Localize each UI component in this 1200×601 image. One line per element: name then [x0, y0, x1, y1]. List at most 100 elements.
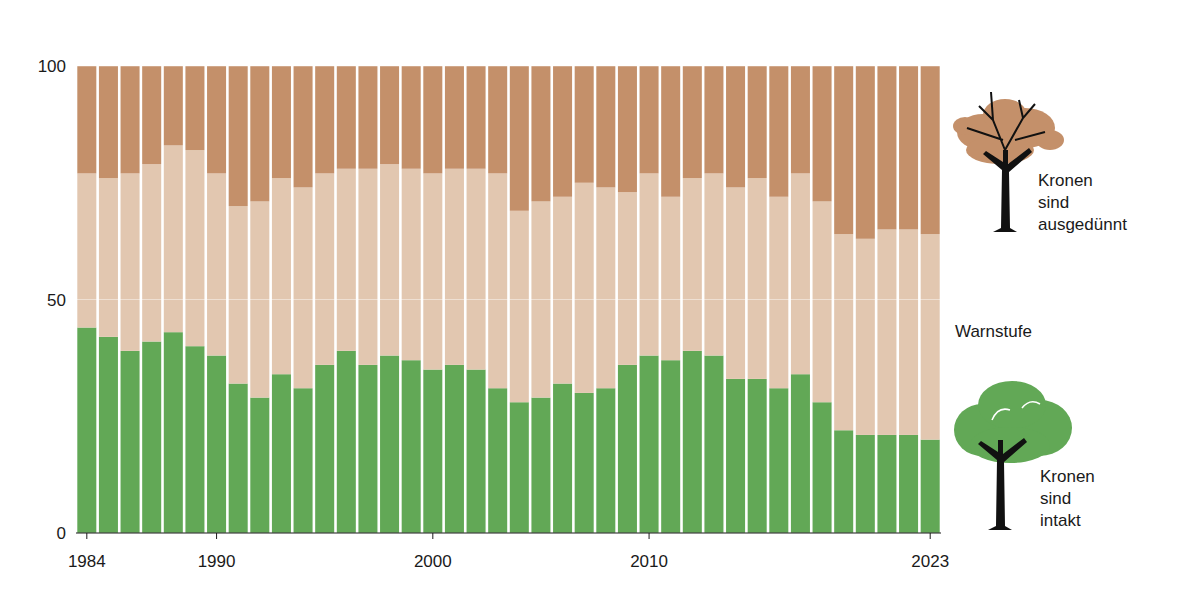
bar-segment	[553, 197, 572, 384]
bar-segment	[294, 388, 313, 533]
bar-segment	[423, 66, 442, 173]
bar-segment	[596, 66, 615, 187]
bar-segment	[207, 66, 226, 173]
bar-segment	[748, 379, 767, 533]
legend-label: Kronensindausgedünnt	[1038, 171, 1127, 234]
grid-line	[76, 533, 941, 534]
bar-segment	[164, 66, 183, 145]
bar-segment	[899, 229, 918, 434]
x-axis: 19841990200020102023	[68, 533, 949, 571]
bar-segment	[121, 66, 140, 173]
bar-segment	[661, 197, 680, 360]
bar-segment	[683, 178, 702, 351]
bar-segment	[445, 169, 464, 365]
bar-segment	[185, 150, 204, 346]
bar-segment	[813, 201, 832, 402]
bar-segment	[488, 66, 507, 173]
bar-segment	[142, 66, 161, 164]
bar-segment	[553, 66, 572, 197]
tree-trunk	[978, 438, 1027, 530]
tree-crown	[966, 136, 1034, 164]
bar-segment	[899, 435, 918, 533]
tree-branches	[967, 92, 1045, 150]
bar-segment	[380, 66, 399, 164]
bar-segment	[402, 66, 421, 169]
tree-trunk	[983, 148, 1032, 232]
bar-segment	[791, 173, 810, 374]
bar-segment	[250, 66, 269, 201]
bar-segment	[769, 66, 788, 197]
bar-segment	[834, 66, 853, 234]
bar-segment	[77, 328, 96, 533]
bar-segment	[596, 187, 615, 388]
bar-segment	[575, 183, 594, 393]
bar-segment	[99, 66, 118, 178]
bar-segment	[467, 169, 486, 370]
bar-segment	[791, 374, 810, 533]
bar-segment	[726, 187, 745, 378]
bar-segment	[315, 365, 334, 533]
bar-segment	[121, 351, 140, 533]
bar-segment	[272, 178, 291, 374]
x-axis-line	[76, 532, 941, 533]
bar-segment	[488, 388, 507, 533]
bar-segment	[510, 402, 529, 533]
bar-segment	[380, 356, 399, 533]
bar-segment	[877, 229, 896, 434]
x-tick	[86, 533, 87, 539]
bar-segment	[726, 66, 745, 187]
tree-crown	[978, 381, 1046, 429]
bar-segment	[856, 239, 875, 435]
bar-segment	[704, 356, 723, 533]
bar-segment	[769, 388, 788, 533]
x-tick-label: 2000	[414, 552, 452, 571]
bar-segment	[250, 398, 269, 533]
tree-crown	[953, 117, 977, 135]
bar-segment	[618, 66, 637, 192]
bar-segment	[921, 234, 940, 439]
bar-segment	[769, 197, 788, 388]
bar-segment	[834, 430, 853, 533]
x-tick-label: 1984	[68, 552, 106, 571]
bar-segment	[445, 365, 464, 533]
bar-segment	[661, 360, 680, 533]
bar-segment	[510, 66, 529, 211]
legend-label: Kronensindintakt	[1040, 467, 1095, 530]
bar-segment	[337, 351, 356, 533]
bar-segment	[77, 66, 96, 173]
bar-segment	[272, 66, 291, 178]
bar-segment	[77, 173, 96, 327]
legend-label: Warnstufe	[955, 322, 1032, 341]
bar-segment	[877, 435, 896, 533]
bar-segment	[618, 192, 637, 365]
x-tick	[432, 533, 433, 539]
bar-segment	[467, 66, 486, 169]
bar-segment	[423, 173, 442, 369]
bar-segment	[315, 173, 334, 364]
bar-segment	[834, 234, 853, 430]
bar-segment	[748, 178, 767, 379]
legend: Kronensindausgedünnt Warnstufe Kronensindi…	[953, 92, 1127, 530]
bar-segment	[921, 66, 940, 234]
bar-segment	[229, 384, 248, 533]
bar-segment	[337, 66, 356, 169]
bar-segment	[164, 145, 183, 332]
bar-segment	[813, 402, 832, 533]
y-axis: 050100	[38, 57, 941, 543]
bar-segment	[813, 66, 832, 201]
bar-segment	[402, 169, 421, 360]
bar-segment	[899, 66, 918, 229]
y-tick-label: 50	[47, 291, 66, 310]
bar-segment	[229, 66, 248, 206]
bar-segment	[380, 164, 399, 355]
x-tick	[930, 533, 931, 539]
bar-segment	[337, 169, 356, 351]
bar-segment	[640, 356, 659, 533]
bar-segment	[315, 66, 334, 173]
bar-segment	[121, 173, 140, 350]
bar-segment	[683, 66, 702, 178]
x-tick-label: 2010	[630, 552, 668, 571]
bar-segment	[142, 342, 161, 533]
bar-segment	[704, 173, 723, 355]
bar-segment	[553, 384, 572, 533]
